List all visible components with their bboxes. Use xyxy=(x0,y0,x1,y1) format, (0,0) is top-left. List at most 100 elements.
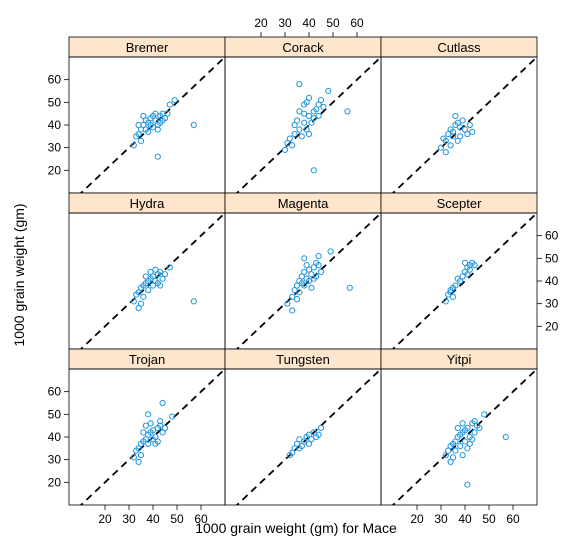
data-point xyxy=(305,130,313,138)
data-point xyxy=(130,142,137,149)
data-point xyxy=(459,452,466,459)
strip-label: Yitpi xyxy=(447,352,472,367)
data-point xyxy=(301,255,308,262)
strip-label: Corack xyxy=(282,40,324,55)
tick-label: 20 xyxy=(48,475,62,489)
data-point xyxy=(298,280,305,287)
data-point xyxy=(457,442,464,450)
tick-label: 40 xyxy=(545,274,559,288)
data-point xyxy=(315,431,322,438)
tick-label: 30 xyxy=(434,512,448,526)
tick-label: 40 xyxy=(146,512,160,526)
tick-label: 20 xyxy=(98,512,112,526)
data-point xyxy=(315,262,322,269)
data-point xyxy=(454,424,461,432)
data-point xyxy=(157,422,164,429)
tick-label: 40 xyxy=(48,118,62,132)
data-point xyxy=(157,418,164,425)
data-point xyxy=(159,399,166,407)
data-point xyxy=(459,420,466,427)
data-point xyxy=(469,436,476,443)
plot-area xyxy=(224,368,382,506)
data-point xyxy=(137,137,145,144)
data-point xyxy=(289,307,296,314)
data-point xyxy=(464,271,471,278)
data-point xyxy=(135,458,142,466)
data-point xyxy=(464,424,471,432)
data-point xyxy=(145,440,152,447)
tick-label: 30 xyxy=(48,141,62,155)
reference-line xyxy=(79,213,225,349)
data-point xyxy=(296,108,303,115)
data-point xyxy=(313,106,320,113)
tick-label: 60 xyxy=(48,385,62,399)
data-point xyxy=(296,126,303,133)
data-point xyxy=(157,119,164,126)
tick-label: 20 xyxy=(410,512,424,526)
panel-scepter: Scepter xyxy=(380,192,538,350)
data-point xyxy=(140,112,147,120)
panel-hydra: Hydra xyxy=(68,192,226,350)
data-point xyxy=(346,284,353,291)
tick-label: 60 xyxy=(545,229,559,243)
data-point xyxy=(459,117,466,124)
data-point xyxy=(476,424,483,432)
data-point xyxy=(154,153,161,160)
data-point xyxy=(142,126,149,133)
data-point xyxy=(305,277,313,285)
data-point xyxy=(135,121,142,129)
data-point xyxy=(325,87,332,95)
data-point xyxy=(289,142,296,149)
data-point xyxy=(344,108,351,115)
data-point xyxy=(317,424,325,432)
data-point xyxy=(157,282,164,289)
strip-label: Magenta xyxy=(278,196,329,211)
data-point xyxy=(281,146,289,154)
y-axis-title: 1000 grain weight (gm) xyxy=(11,203,27,346)
data-point xyxy=(149,282,157,289)
data-point xyxy=(147,268,154,276)
data-point xyxy=(464,445,471,452)
data-point xyxy=(481,411,488,418)
data-point xyxy=(315,112,322,120)
plot-area xyxy=(380,368,538,506)
data-point xyxy=(140,293,147,300)
reference-line xyxy=(79,57,225,193)
strip-label: Scepter xyxy=(437,196,482,211)
data-point xyxy=(135,305,142,312)
tick-label: 40 xyxy=(302,16,316,30)
data-point xyxy=(469,128,476,135)
data-point xyxy=(310,115,317,122)
data-point xyxy=(305,112,313,120)
data-point xyxy=(147,420,154,427)
data-point xyxy=(452,282,459,289)
data-point xyxy=(447,458,454,466)
reference-line xyxy=(235,57,381,193)
tick-label: 50 xyxy=(48,407,62,421)
strip-label: Cutlass xyxy=(437,40,481,55)
strip-label: Tungsten xyxy=(276,352,330,367)
data-point xyxy=(152,110,159,117)
tick-label: 30 xyxy=(48,453,62,467)
data-point xyxy=(149,427,157,434)
data-point xyxy=(313,273,320,280)
data-point xyxy=(140,429,147,436)
data-point xyxy=(449,133,457,140)
data-point xyxy=(142,273,149,280)
data-point xyxy=(161,271,169,278)
data-point xyxy=(317,268,325,276)
data-point xyxy=(464,481,471,488)
panel-corack: Corack xyxy=(224,36,382,194)
data-point xyxy=(171,96,178,104)
data-point xyxy=(327,248,334,255)
x-axis-title: 1000 grain weight (gm) for Mace xyxy=(195,520,397,536)
data-point xyxy=(284,140,291,147)
data-point xyxy=(454,137,461,144)
reference-line xyxy=(235,213,381,349)
panel-magenta: Magenta xyxy=(224,192,382,350)
data-point xyxy=(130,298,137,305)
data-point xyxy=(437,144,445,151)
data-point xyxy=(190,298,197,305)
data-point xyxy=(157,268,164,276)
